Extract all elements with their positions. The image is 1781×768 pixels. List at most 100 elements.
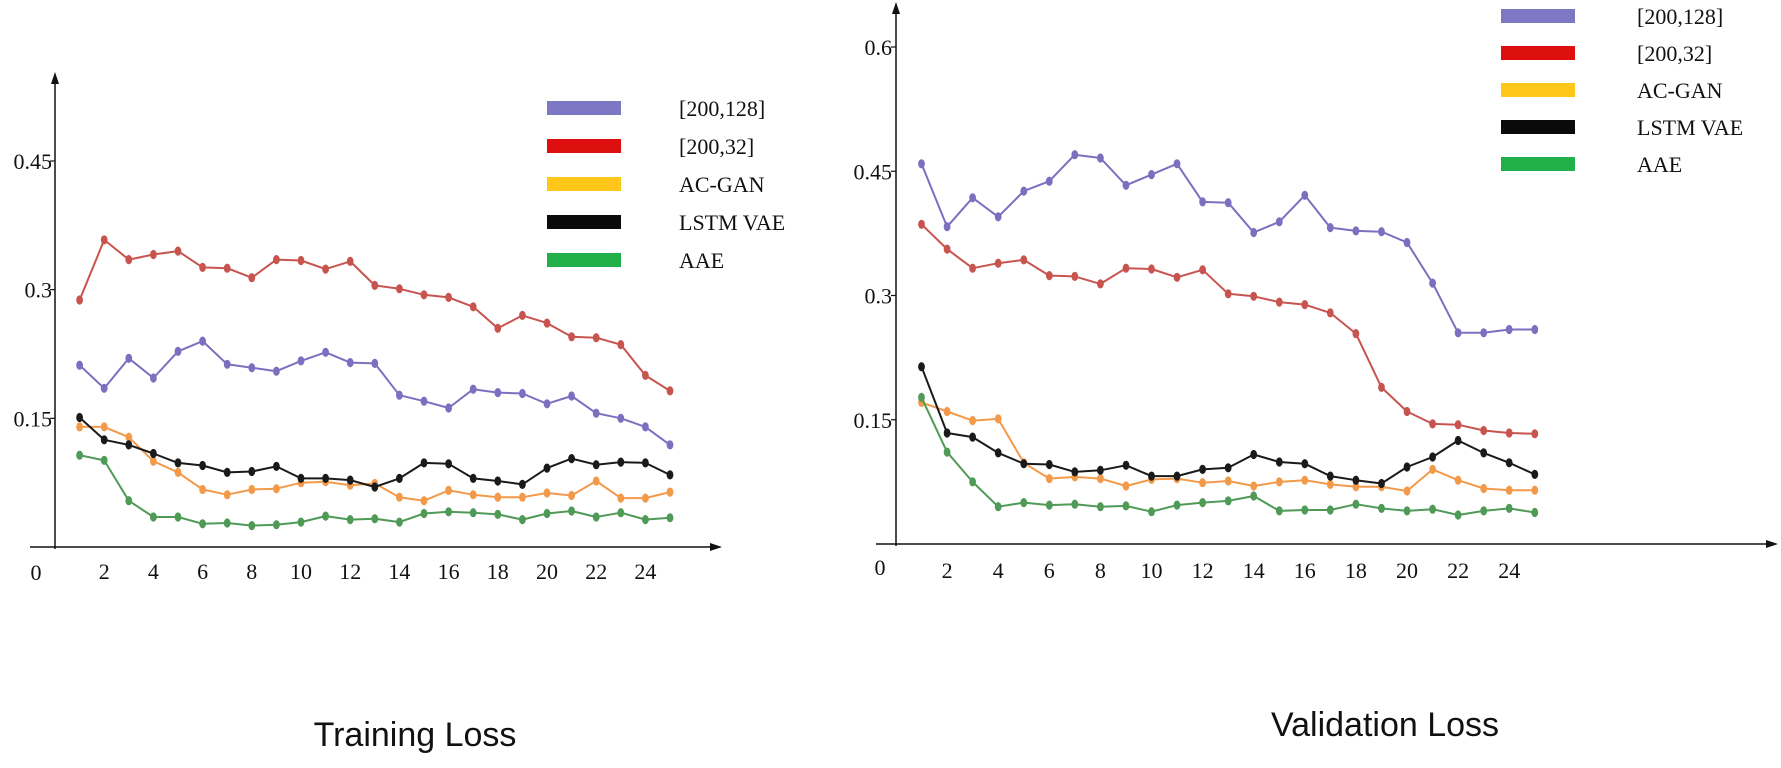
series-aae (918, 392, 1539, 520)
data-point (100, 435, 108, 445)
data-point (1097, 153, 1104, 163)
data-point (494, 492, 502, 502)
x-tick-label: 24 (1498, 558, 1520, 583)
data-point (1301, 459, 1309, 469)
x-tick-label: 4 (993, 558, 1004, 583)
series-line (78, 416, 671, 488)
data-point (248, 521, 256, 531)
data-point (174, 512, 182, 522)
y-tick-label: 0.3 (865, 284, 893, 309)
data-point (1454, 435, 1462, 446)
data-point (943, 222, 951, 232)
data-point (494, 388, 502, 398)
legend-label: [200,128] (679, 96, 765, 121)
x-tick-label: 6 (1044, 558, 1055, 583)
data-point (1071, 150, 1079, 160)
data-point (543, 318, 551, 328)
data-point (994, 258, 1002, 268)
data-point (1250, 227, 1258, 238)
data-point (969, 477, 976, 487)
x-axis-arrow-icon (710, 543, 722, 551)
legend-label: AAE (1637, 152, 1682, 177)
data-point (1505, 503, 1513, 513)
x-tick-label: 8 (1095, 558, 1106, 583)
data-point (322, 347, 329, 357)
series-line (78, 340, 671, 446)
legend-label: [200,32] (679, 134, 754, 159)
data-point (1199, 478, 1206, 488)
data-point (1301, 475, 1309, 485)
data-point (1097, 474, 1104, 484)
data-point (1352, 499, 1360, 509)
data-point (199, 519, 207, 529)
series-line (920, 153, 1535, 334)
x-tick-label: 18 (487, 559, 509, 584)
data-point (1122, 263, 1130, 273)
series-aae (76, 450, 674, 531)
data-point (248, 466, 256, 477)
data-point (1505, 428, 1513, 438)
data-point (322, 473, 329, 483)
data-point (469, 302, 477, 312)
legend-swatch (547, 253, 621, 267)
data-point (994, 448, 1002, 458)
chart-title: Validation Loss (1271, 706, 1499, 744)
legend-label: AC-GAN (1637, 78, 1723, 103)
data-point (1097, 279, 1104, 289)
data-point (1531, 429, 1539, 439)
data-point (1122, 460, 1130, 470)
data-point (1173, 159, 1181, 169)
data-point (469, 490, 477, 500)
y-tick-label: 0.45 (854, 159, 893, 184)
x-tick-label: 6 (197, 559, 208, 584)
data-point (125, 496, 133, 506)
training-loss-legend: [200,128] [200,32] AC-GAN LSTM VAE AAE (547, 96, 785, 273)
data-point (1250, 481, 1258, 491)
data-point (1326, 223, 1334, 233)
data-point (1378, 478, 1385, 489)
data-point (1352, 226, 1360, 236)
data-point (918, 219, 925, 229)
data-point (1480, 448, 1488, 458)
data-point (943, 447, 951, 457)
data-point (346, 256, 354, 266)
data-point (125, 440, 133, 450)
data-point (1429, 419, 1436, 429)
data-point (666, 513, 674, 523)
data-point (1480, 328, 1488, 338)
data-point (969, 193, 976, 203)
data-point (322, 264, 329, 274)
data-point (943, 244, 951, 254)
x-tick-label: 12 (1192, 558, 1214, 583)
data-point (969, 416, 976, 426)
data-point (1148, 471, 1155, 481)
data-point (420, 290, 428, 300)
data-point (445, 292, 452, 302)
data-point (1505, 324, 1513, 335)
data-point (150, 249, 157, 260)
legend-swatch (1501, 9, 1575, 23)
origin-label: 0 (875, 555, 886, 580)
x-axis-arrow-icon (1766, 540, 1778, 548)
data-point (1122, 180, 1130, 190)
data-point (273, 484, 280, 494)
data-point (1097, 465, 1104, 475)
data-point (1020, 186, 1028, 196)
y-tick-label: 0.6 (865, 35, 893, 60)
x-tick-label: 16 (1294, 558, 1316, 583)
x-tick-label: 20 (1396, 558, 1418, 583)
data-point (420, 496, 428, 506)
data-point (76, 422, 83, 432)
x-tick-label: 22 (1447, 558, 1469, 583)
series-lstm-vae (918, 362, 1539, 489)
data-point (469, 508, 477, 518)
data-point (543, 488, 551, 498)
data-point (1480, 483, 1488, 494)
data-point (1326, 479, 1334, 489)
legend-swatch (1501, 157, 1575, 171)
data-point (1480, 506, 1488, 516)
data-point (1531, 469, 1539, 479)
data-point (199, 484, 207, 495)
data-point (1224, 463, 1232, 473)
data-point (150, 456, 157, 466)
